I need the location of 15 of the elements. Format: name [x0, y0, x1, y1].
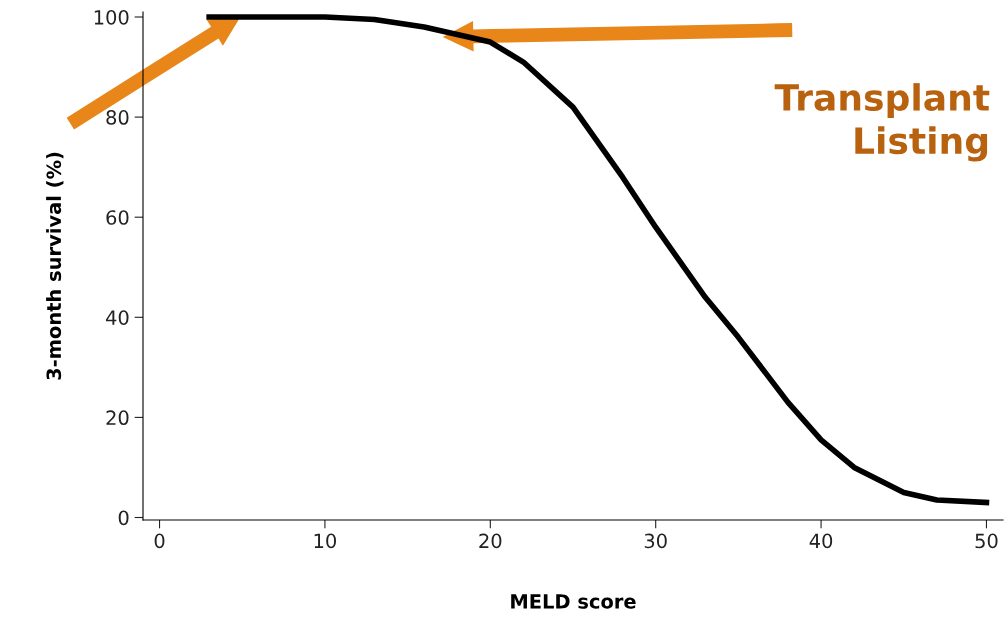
annotation: Transplant Listing [774, 83, 990, 162]
y-tick-label: 60 [106, 210, 129, 225]
x-tick-label: 50 [975, 533, 998, 549]
y-tick-label: 100 [94, 9, 129, 25]
y-axis-title: 3-month survival (%) [46, 152, 64, 380]
y-tick-label: 0 [118, 510, 129, 526]
y-tick-label: 20 [106, 410, 129, 426]
x-tick-label: 30 [644, 533, 667, 549]
y-tick-label: 80 [106, 110, 129, 125]
x-tick-label: 20 [479, 533, 502, 549]
y-tick-label: 40 [106, 310, 129, 325]
x-tick-label: 10 [314, 533, 336, 549]
x-tick-label: 0 [154, 533, 165, 549]
x-tick-label: 40 [809, 533, 833, 549]
x-axis-title: MELD score [511, 594, 636, 609]
